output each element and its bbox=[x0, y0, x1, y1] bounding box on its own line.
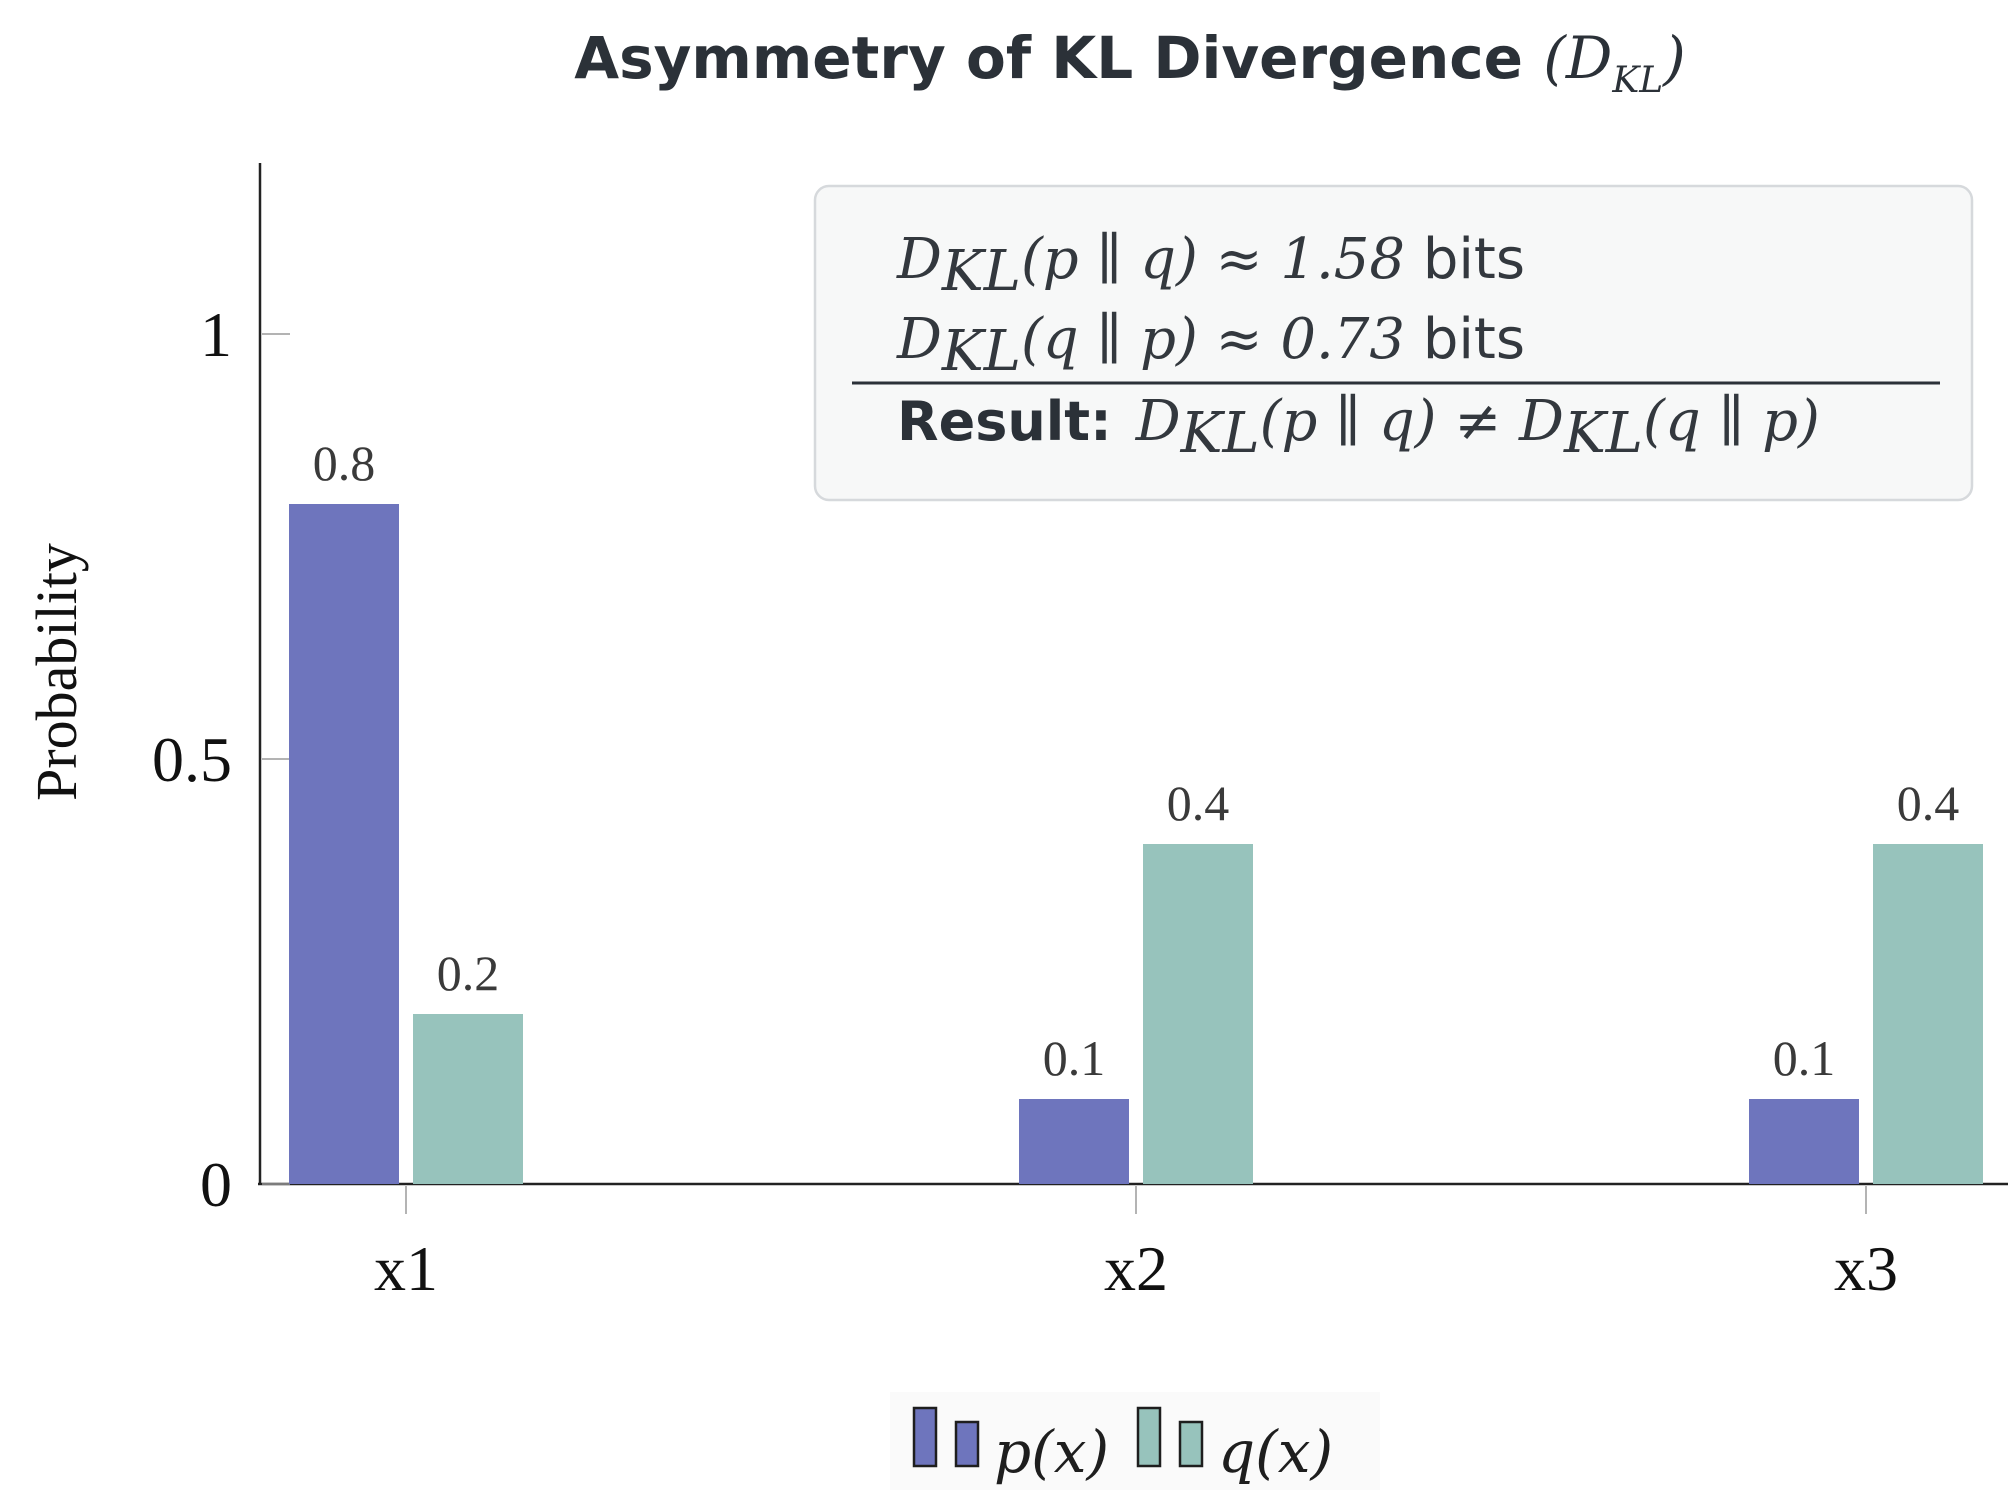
y-axis-label: Probability bbox=[24, 543, 89, 801]
annotation-result: Result: DKL(p ∥ q) ≠ DKL(q ∥ p) bbox=[897, 389, 1820, 466]
legend-swatch-q bbox=[1178, 1420, 1204, 1468]
legend-swatch-p bbox=[954, 1420, 980, 1468]
legend-swatch-q-outline bbox=[1136, 1406, 1162, 1468]
legend-label-q: q(x) bbox=[1218, 1418, 1333, 1486]
x-tick-label: x3 bbox=[1834, 1233, 1898, 1304]
bar-value-label: 0.1 bbox=[1773, 1030, 1836, 1086]
x-ticks: x1 x2 x3 bbox=[374, 1186, 1898, 1304]
y-ticks: 00.51 bbox=[152, 299, 290, 1220]
legend-label-p: p(x) bbox=[994, 1418, 1109, 1486]
bar-q-x1 bbox=[413, 1014, 523, 1184]
bar-q-x3 bbox=[1873, 844, 1983, 1184]
kl-annotation-box: DKL(p ∥ q) ≈ 1.58 bits DKL(q ∥ p) ≈ 0.73… bbox=[813, 184, 1974, 502]
chart-title: Asymmetry of KL Divergence (DKL) bbox=[574, 24, 1686, 101]
bar-p-x1 bbox=[289, 504, 399, 1184]
bars: 0.8 0.1 0.1 0.2 0.4 0.4 bbox=[289, 435, 1983, 1184]
bar-p-x2 bbox=[1019, 1099, 1129, 1184]
annotation-line-pq: DKL(p ∥ q) ≈ 1.58 bits bbox=[896, 227, 1525, 304]
y-tick-label: 0 bbox=[200, 1149, 232, 1220]
legend-item-q: q(x) bbox=[1136, 1406, 1333, 1486]
y-tick-label: 0.5 bbox=[152, 724, 232, 795]
bar-value-label: 0.8 bbox=[313, 435, 376, 491]
bar-value-label: 0.1 bbox=[1043, 1030, 1106, 1086]
bar-value-label: 0.2 bbox=[437, 945, 500, 1001]
bar-value-label: 0.4 bbox=[1897, 775, 1960, 831]
legend-swatch-p-outline bbox=[912, 1406, 938, 1468]
annotation-line-qp: DKL(q ∥ p) ≈ 0.73 bits bbox=[896, 307, 1525, 384]
bar-value-label: 0.4 bbox=[1167, 775, 1230, 831]
bar-q-x2 bbox=[1143, 844, 1253, 1184]
y-tick-label: 1 bbox=[200, 299, 232, 370]
bar-p-x3 bbox=[1749, 1099, 1859, 1184]
x-tick-label: x1 bbox=[374, 1233, 438, 1304]
legend-item-p: p(x) bbox=[912, 1406, 1109, 1486]
annotation-background bbox=[813, 184, 1974, 502]
legend: p(x) q(x) bbox=[890, 1392, 1380, 1490]
x-tick-label: x2 bbox=[1104, 1233, 1168, 1304]
